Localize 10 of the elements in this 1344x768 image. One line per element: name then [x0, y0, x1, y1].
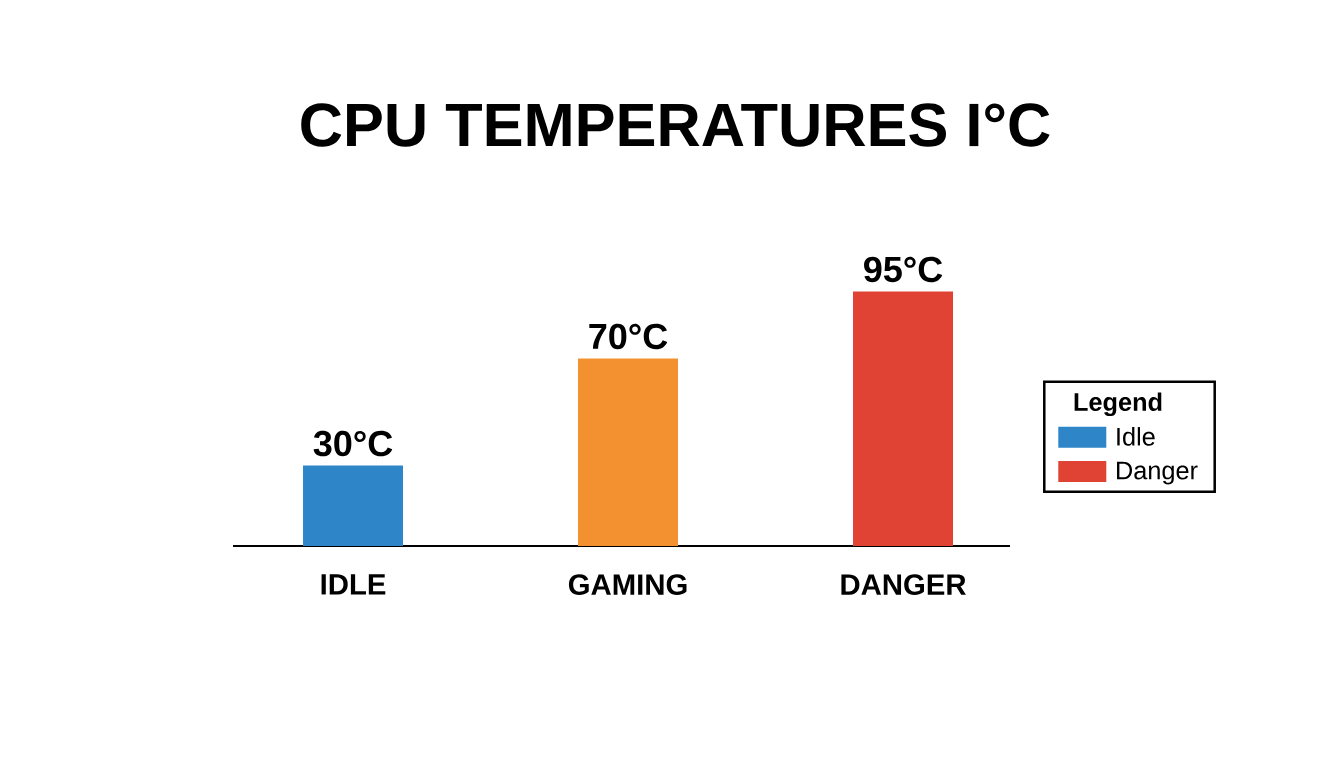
data-label: 30°C [313, 430, 393, 457]
data-label: 70°C [589, 323, 668, 350]
legend-title: Legend [1074, 392, 1162, 417]
x-tick-label: GAMING [568, 574, 687, 596]
legend-label: Idle [1117, 427, 1155, 446]
x-tick-label: DANGER [841, 574, 966, 596]
legend-label: Danger [1117, 461, 1198, 485]
x-tick-label: IDLE [321, 574, 386, 595]
data-label: 95°C [864, 256, 943, 283]
chart-title: CPU TEMPERATURES I°C [301, 103, 1050, 147]
